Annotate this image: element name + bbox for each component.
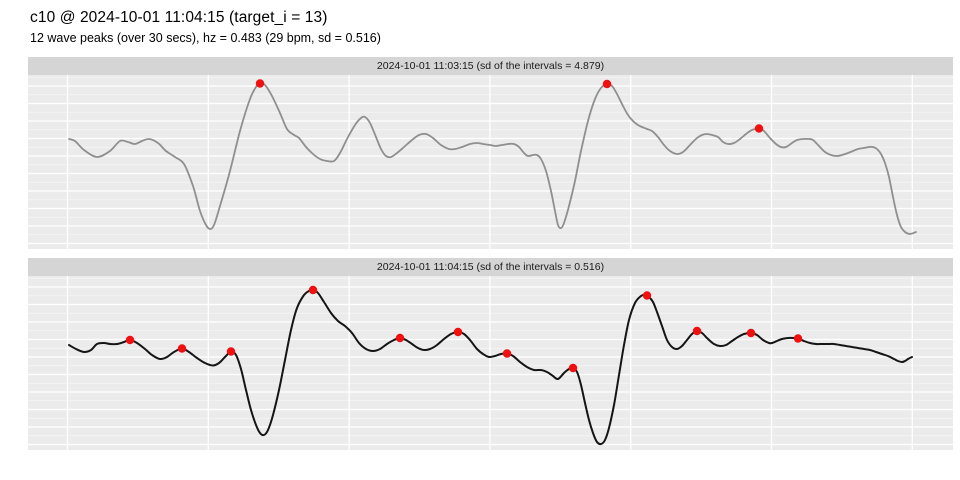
peak-marker	[226, 347, 236, 356]
plot-area-top	[28, 75, 953, 249]
facet-panel-top: 2024-10-01 11:03:15 (sd of the intervals…	[28, 57, 953, 249]
page-subtitle: 12 wave peaks (over 30 secs), hz = 0.483…	[30, 31, 381, 45]
peak-marker	[692, 326, 702, 336]
peak-marker	[125, 335, 135, 345]
facet-strip-label-top: 2024-10-01 11:03:15 (sd of the intervals…	[376, 60, 605, 72]
facet-panel-bottom: 2024-10-01 11:04:15 (sd of the intervals…	[28, 258, 953, 450]
signal-line	[68, 288, 913, 446]
facet-strip-top: 2024-10-01 11:03:15 (sd of the intervals…	[28, 57, 953, 75]
facet-strip-label-bottom: 2024-10-01 11:04:15 (sd of the intervals…	[376, 261, 605, 273]
peak-marker	[395, 333, 405, 343]
peak-marker	[642, 291, 652, 300]
peak-marker	[177, 344, 187, 353]
peak-marker	[502, 349, 512, 358]
figure-header: c10 @ 2024-10-01 11:04:15 (target_i = 13…	[0, 0, 960, 46]
peak-marker	[793, 334, 803, 343]
plot-area-bottom	[28, 276, 953, 450]
peak-marker	[754, 124, 764, 133]
facet-panels: 2024-10-01 11:03:15 (sd of the intervals…	[28, 57, 953, 450]
signal-line	[68, 82, 917, 235]
page-title: c10 @ 2024-10-01 11:04:15 (target_i = 13…	[30, 9, 328, 26]
peak-marker	[602, 79, 612, 89]
peak-marker	[746, 328, 756, 338]
peak-marker	[255, 79, 265, 88]
facet-strip-bottom: 2024-10-01 11:04:15 (sd of the intervals…	[28, 258, 953, 276]
peak-marker	[453, 327, 463, 337]
peak-marker	[568, 363, 578, 373]
peak-marker	[308, 285, 318, 295]
